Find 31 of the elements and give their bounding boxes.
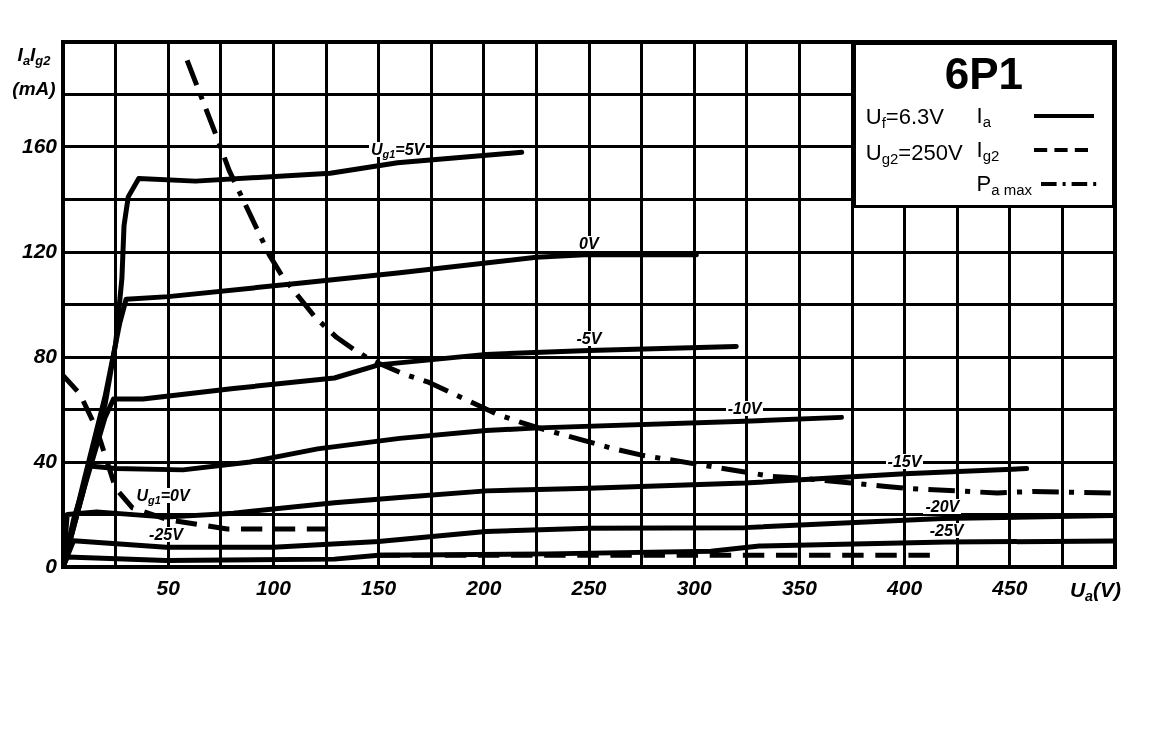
annotation: U$_{g1}$=0V [135,486,192,507]
annotation: -15V [885,452,924,470]
x-tick-label: 100 [255,576,292,600]
annotation: U$_{f}$=6.3V [865,103,945,134]
annotation: -25V [927,522,966,540]
annotation: -25V [147,526,185,544]
y-tick-label: 0 [45,553,58,577]
chart-title: 6P1 [943,49,1025,99]
x-tick-label: 250 [570,576,607,600]
legend-label: I$_{a}$ [976,102,993,131]
y-tick-label: 80 [33,343,58,367]
x-tick-label: 150 [361,576,397,600]
annotation: -5V [574,330,604,348]
y-axis-title: I$_{a}$I$_{g2}$ (mA) [11,43,57,101]
annotation: U$_{g2}$=250V [865,139,963,170]
x-tick-label: 200 [465,576,502,600]
y-tick-label: 40 [32,448,58,472]
legend-label: P$_{a max}$ [976,170,1032,199]
x-tick-label: 300 [676,576,713,600]
legend-label: I$_{g2}$ [976,136,1001,165]
x-tick-label: 50 [156,576,181,600]
y-tick-label: 120 [21,238,58,262]
annotation: -20V [923,498,962,516]
x-tick-label: 450 [991,576,1028,600]
annotation: U$_{g1}$=5V [369,140,427,160]
y-tick-label: 160 [21,133,58,157]
x-tick-label: 350 [781,576,818,600]
x-axis-title: U$_{a}$(V) [1069,577,1121,605]
x-tick-label: 400 [886,576,923,600]
annotation: 0V [577,234,601,252]
annotation: -10V [725,400,764,418]
